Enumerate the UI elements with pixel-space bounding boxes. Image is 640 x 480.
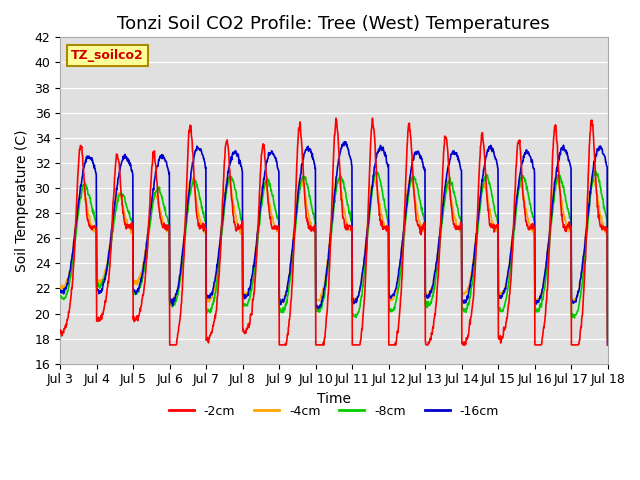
Y-axis label: Soil Temperature (C): Soil Temperature (C)	[15, 129, 29, 272]
Text: TZ_soilco2: TZ_soilco2	[71, 49, 144, 62]
Legend: -2cm, -4cm, -8cm, -16cm: -2cm, -4cm, -8cm, -16cm	[164, 400, 504, 423]
X-axis label: Time: Time	[317, 392, 351, 406]
Title: Tonzi Soil CO2 Profile: Tree (West) Temperatures: Tonzi Soil CO2 Profile: Tree (West) Temp…	[118, 15, 550, 33]
